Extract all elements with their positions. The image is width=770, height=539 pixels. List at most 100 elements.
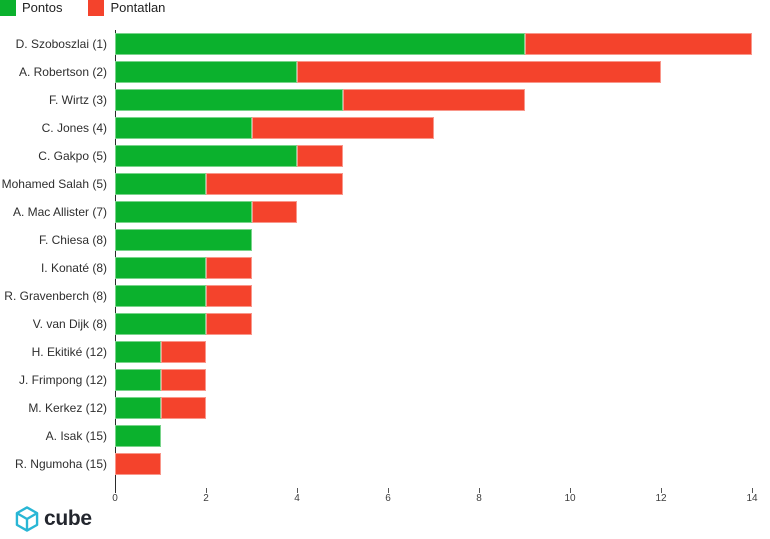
table-row: A. Robertson (2) xyxy=(0,58,770,86)
category-label: F. Chiesa (8) xyxy=(38,233,107,247)
category-label: C. Gakpo (5) xyxy=(38,149,107,163)
category-label: A. Isak (15) xyxy=(45,429,107,443)
stacked-bar[interactable] xyxy=(115,117,434,139)
table-row: Mohamed Salah (5) xyxy=(0,170,770,198)
legend-item-pontos: Pontos xyxy=(0,0,62,16)
table-row: C. Gakpo (5) xyxy=(0,142,770,170)
bar-segment-pontatlan[interactable] xyxy=(206,313,252,335)
stacked-bar[interactable] xyxy=(115,89,525,111)
stacked-bar[interactable] xyxy=(115,425,161,447)
table-row: D. Szoboszlai (1) xyxy=(0,30,770,58)
category-label: M. Kerkez (12) xyxy=(28,401,107,415)
bar-segment-pontos[interactable] xyxy=(115,369,161,391)
stacked-bar[interactable] xyxy=(115,33,752,55)
bar-segment-pontatlan[interactable] xyxy=(251,117,434,139)
stacked-bar[interactable] xyxy=(115,313,252,335)
bar-segment-pontatlan[interactable] xyxy=(524,33,752,55)
bar-segment-pontos[interactable] xyxy=(115,173,206,195)
bar-segment-pontatlan[interactable] xyxy=(206,173,343,195)
stacked-bar[interactable] xyxy=(115,369,206,391)
bar-segment-pontatlan[interactable] xyxy=(206,285,252,307)
cube-icon xyxy=(15,506,39,532)
category-label: R. Ngumoha (15) xyxy=(14,457,107,471)
category-label: I. Konaté (8) xyxy=(40,261,107,275)
category-label: H. Ekitiké (12) xyxy=(31,345,107,359)
bar-rows: D. Szoboszlai (1) A. Robertson (2) F. Wirt… xyxy=(0,30,770,478)
table-row: I. Konaté (8) xyxy=(0,254,770,282)
x-tick-label: 0 xyxy=(112,493,118,504)
stacked-bar[interactable] xyxy=(115,257,252,279)
bar-segment-pontatlan[interactable] xyxy=(115,453,161,475)
bar-segment-pontos[interactable] xyxy=(115,257,206,279)
legend-item-pontatlan: Pontatlan xyxy=(88,0,165,16)
bar-segment-pontatlan[interactable] xyxy=(297,61,661,83)
bar-segment-pontos[interactable] xyxy=(115,145,297,167)
stacked-bar[interactable] xyxy=(115,285,252,307)
bar-segment-pontos[interactable] xyxy=(115,33,525,55)
x-tick-mark xyxy=(206,488,207,493)
bar-segment-pontos[interactable] xyxy=(115,89,343,111)
stacked-bar[interactable] xyxy=(115,173,343,195)
bar-segment-pontatlan[interactable] xyxy=(251,201,297,223)
x-tick-mark xyxy=(297,488,298,493)
category-label: D. Szoboszlai (1) xyxy=(15,37,107,51)
category-label: R. Gravenberch (8) xyxy=(4,289,107,303)
bar-segment-pontos[interactable] xyxy=(115,397,161,419)
x-tick-label: 14 xyxy=(746,493,758,504)
category-label: J. Frimpong (12) xyxy=(18,373,107,387)
bar-segment-pontos[interactable] xyxy=(115,61,297,83)
table-row: V. van Dijk (8) xyxy=(0,310,770,338)
category-label: F. Wirtz (3) xyxy=(49,93,107,107)
stacked-bar[interactable] xyxy=(115,341,206,363)
pontatlan-swatch-icon xyxy=(88,0,105,16)
stacked-bar[interactable] xyxy=(115,201,297,223)
bar-segment-pontos[interactable] xyxy=(115,117,252,139)
bar-segment-pontatlan[interactable] xyxy=(160,369,206,391)
category-label: A. Mac Allister (7) xyxy=(12,205,107,219)
bar-segment-pontatlan[interactable] xyxy=(206,257,252,279)
category-label: V. van Dijk (8) xyxy=(32,317,107,331)
stacked-bar[interactable] xyxy=(115,397,206,419)
pontos-swatch-icon xyxy=(0,0,16,16)
legend-label-pontatlan: Pontatlan xyxy=(110,0,166,15)
x-tick-mark xyxy=(388,488,389,493)
cube-logo: cube xyxy=(14,506,92,532)
category-label: Mohamed Salah (5) xyxy=(1,177,107,191)
bar-segment-pontatlan[interactable] xyxy=(160,341,206,363)
table-row: C. Jones (4) xyxy=(0,114,770,142)
table-row: R. Ngumoha (15) xyxy=(0,450,770,478)
table-row: A. Isak (15) xyxy=(0,422,770,450)
stacked-bar[interactable] xyxy=(115,229,252,251)
legend-label-pontos: Pontos xyxy=(22,0,63,15)
x-tick-label: 4 xyxy=(294,493,300,504)
x-tick-label: 8 xyxy=(476,493,482,504)
x-tick-label: 6 xyxy=(385,493,391,504)
table-row: H. Ekitiké (12) xyxy=(0,338,770,366)
stacked-bar[interactable] xyxy=(115,453,161,475)
stacked-bar[interactable] xyxy=(115,61,661,83)
bar-segment-pontos[interactable] xyxy=(115,313,206,335)
x-tick-label: 10 xyxy=(564,493,576,504)
x-tick-label: 12 xyxy=(655,493,667,504)
table-row: F. Wirtz (3) xyxy=(0,86,770,114)
bar-segment-pontos[interactable] xyxy=(115,229,252,251)
x-tick-mark xyxy=(752,488,753,493)
bar-segment-pontatlan[interactable] xyxy=(342,89,525,111)
bar-segment-pontos[interactable] xyxy=(115,425,161,447)
bar-segment-pontos[interactable] xyxy=(115,341,161,363)
x-tick-mark xyxy=(661,488,662,493)
stacked-bar[interactable] xyxy=(115,145,343,167)
bar-segment-pontatlan[interactable] xyxy=(160,397,206,419)
x-tick-label: 2 xyxy=(203,493,209,504)
legend: Pontos Pontatlan xyxy=(0,0,191,16)
category-label: C. Jones (4) xyxy=(41,121,107,135)
table-row: F. Chiesa (8) xyxy=(0,226,770,254)
x-tick-mark xyxy=(479,488,480,493)
table-row: A. Mac Allister (7) xyxy=(0,198,770,226)
bar-segment-pontatlan[interactable] xyxy=(297,145,343,167)
category-label: A. Robertson (2) xyxy=(18,65,107,79)
table-row: J. Frimpong (12) xyxy=(0,366,770,394)
bar-segment-pontos[interactable] xyxy=(115,285,206,307)
bar-segment-pontos[interactable] xyxy=(115,201,252,223)
table-row: M. Kerkez (12) xyxy=(0,394,770,422)
